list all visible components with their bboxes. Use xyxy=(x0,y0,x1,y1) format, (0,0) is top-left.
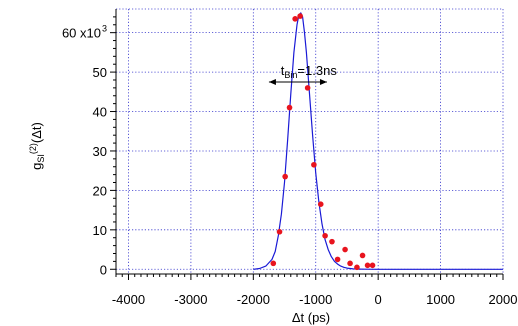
data-point xyxy=(334,256,341,263)
y-tick-label: 0 xyxy=(100,262,107,277)
annotation-label: tBin=1.3ns xyxy=(281,63,338,80)
data-point xyxy=(282,173,288,180)
x-tick-label: 1000 xyxy=(426,292,455,307)
y-tick-label: 60 x10 xyxy=(62,26,101,41)
grid-lines xyxy=(116,8,504,274)
annotation-arrowhead-left xyxy=(268,78,276,85)
data-point xyxy=(322,232,328,239)
y-tick-label: 10 xyxy=(93,223,107,238)
tick-marks xyxy=(110,16,504,280)
data-point xyxy=(354,264,360,271)
x-axis-title: Δt (ps) xyxy=(292,310,330,325)
annotation-label-tail: =1.3ns xyxy=(297,63,337,78)
data-point xyxy=(286,104,293,111)
y-axis-title-sup: (2) xyxy=(28,143,38,154)
tick-labels: -4000 -3000 -2000 -1000 0 1000 2000 0 10 20 30 40 50… xyxy=(62,24,518,307)
y-tick-label: 30 xyxy=(93,144,107,159)
x-tick-label: -1000 xyxy=(299,292,332,307)
axes xyxy=(115,9,503,275)
data-point xyxy=(364,262,371,269)
y-multiplier-sup: 3 xyxy=(102,24,107,34)
y-tick-label: 40 xyxy=(93,105,107,120)
x-tick-label: -4000 xyxy=(112,292,145,307)
data-points-group xyxy=(270,13,376,271)
y-tick-label: 50 xyxy=(93,65,107,80)
y-tick-label: 20 xyxy=(93,183,107,198)
data-point xyxy=(297,13,303,19)
x-tick-label: 0 xyxy=(375,292,382,307)
annotation-group: tBin=1.3ns xyxy=(268,63,338,85)
x-tick-label: -3000 xyxy=(174,292,207,307)
data-point xyxy=(276,229,283,235)
y-axis-title: gSI(2)(Δt) xyxy=(28,122,46,170)
y-axis-title-sub: SI xyxy=(36,154,46,163)
data-point xyxy=(329,238,335,245)
annotation-arrowhead-right xyxy=(319,78,327,85)
data-point xyxy=(342,246,348,253)
x-tick-label: -2000 xyxy=(237,292,270,307)
data-point xyxy=(369,262,376,269)
data-point xyxy=(270,260,277,267)
y-axis-title-main: g xyxy=(29,163,44,170)
data-point xyxy=(317,201,324,208)
data-point xyxy=(311,161,317,168)
data-point xyxy=(304,85,311,91)
data-point xyxy=(292,16,298,22)
annotation-label-main: t xyxy=(281,63,285,78)
data-point xyxy=(347,260,353,267)
y-axis-title-tail: (Δt) xyxy=(29,122,44,143)
x-tick-label: 2000 xyxy=(489,292,518,307)
annotation-label-sub: Bin xyxy=(284,70,297,80)
data-point xyxy=(359,252,366,259)
